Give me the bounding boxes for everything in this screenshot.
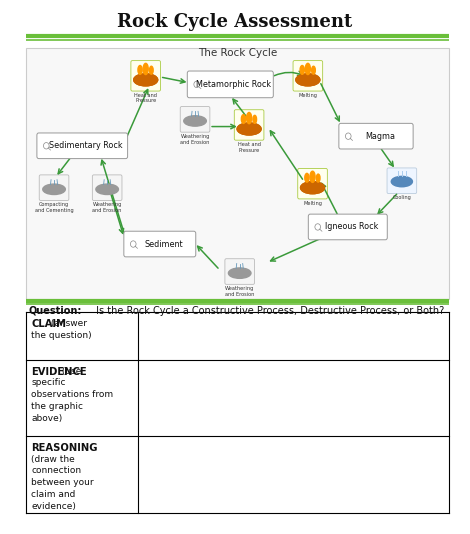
- Text: Melting: Melting: [298, 93, 317, 98]
- Text: Is the Rock Cycle a Constructive Process, Destructive Process, or Both?: Is the Rock Cycle a Constructive Process…: [93, 306, 444, 316]
- Ellipse shape: [312, 66, 315, 74]
- Text: the question): the question): [31, 331, 92, 340]
- Text: Metamorphic Rock: Metamorphic Rock: [196, 80, 272, 89]
- Ellipse shape: [184, 116, 206, 126]
- Text: (use: (use: [59, 366, 81, 375]
- Text: Igneous Rock: Igneous Rock: [325, 223, 378, 231]
- Text: claim and: claim and: [31, 490, 76, 499]
- Ellipse shape: [310, 171, 315, 183]
- FancyBboxPatch shape: [225, 259, 255, 284]
- Text: the graphic: the graphic: [31, 402, 84, 411]
- Ellipse shape: [305, 174, 309, 182]
- Text: Rock Cycle Assessment: Rock Cycle Assessment: [118, 13, 352, 32]
- Ellipse shape: [247, 113, 251, 124]
- FancyBboxPatch shape: [26, 48, 449, 299]
- Ellipse shape: [301, 182, 325, 194]
- FancyBboxPatch shape: [235, 110, 264, 140]
- Ellipse shape: [138, 66, 142, 74]
- Text: Question:: Question:: [28, 306, 82, 316]
- Text: Melting: Melting: [303, 200, 322, 206]
- FancyBboxPatch shape: [293, 60, 323, 91]
- Text: above): above): [31, 413, 63, 422]
- Text: EVIDENCE: EVIDENCE: [31, 366, 87, 376]
- Ellipse shape: [43, 184, 65, 194]
- Ellipse shape: [149, 66, 153, 74]
- Text: REASONING: REASONING: [31, 443, 98, 453]
- FancyBboxPatch shape: [92, 175, 122, 200]
- Text: Cooling: Cooling: [392, 195, 411, 200]
- Text: (draw the: (draw the: [31, 454, 75, 464]
- Text: The Rock Cycle: The Rock Cycle: [198, 49, 277, 58]
- Ellipse shape: [133, 74, 158, 86]
- Ellipse shape: [300, 66, 305, 74]
- FancyBboxPatch shape: [37, 133, 127, 159]
- Text: (answer: (answer: [48, 319, 87, 328]
- FancyBboxPatch shape: [339, 123, 413, 149]
- Text: Sedimentary Rock: Sedimentary Rock: [49, 142, 123, 150]
- FancyBboxPatch shape: [308, 214, 387, 240]
- FancyBboxPatch shape: [298, 168, 328, 199]
- Ellipse shape: [301, 182, 325, 194]
- Ellipse shape: [237, 123, 261, 135]
- Ellipse shape: [133, 74, 158, 86]
- FancyBboxPatch shape: [187, 71, 273, 98]
- Ellipse shape: [296, 74, 320, 86]
- FancyBboxPatch shape: [39, 175, 69, 200]
- Ellipse shape: [242, 115, 246, 123]
- Text: Heat and
Pressure: Heat and Pressure: [238, 142, 260, 153]
- Text: evidence): evidence): [31, 501, 76, 511]
- Ellipse shape: [316, 174, 320, 182]
- Text: Weathering
and Erosion: Weathering and Erosion: [225, 286, 254, 297]
- Ellipse shape: [253, 115, 257, 123]
- Ellipse shape: [237, 123, 261, 135]
- Text: Sediment: Sediment: [144, 240, 183, 248]
- Text: specific: specific: [31, 378, 66, 387]
- FancyBboxPatch shape: [387, 168, 417, 193]
- FancyBboxPatch shape: [131, 60, 160, 91]
- Text: connection: connection: [31, 466, 82, 475]
- Ellipse shape: [228, 268, 251, 278]
- Text: Weathering
and Erosion: Weathering and Erosion: [93, 202, 122, 213]
- Text: Heat and
Pressure: Heat and Pressure: [134, 93, 157, 104]
- Text: Weathering
and Erosion: Weathering and Erosion: [180, 134, 210, 145]
- FancyBboxPatch shape: [180, 106, 210, 132]
- Text: Compacting
and Cementing: Compacting and Cementing: [35, 202, 73, 213]
- Ellipse shape: [96, 184, 118, 194]
- Text: between your: between your: [31, 478, 94, 487]
- FancyBboxPatch shape: [124, 231, 196, 257]
- Ellipse shape: [296, 74, 320, 86]
- Ellipse shape: [306, 64, 310, 75]
- Ellipse shape: [143, 64, 148, 75]
- Text: Magma: Magma: [365, 132, 395, 140]
- Ellipse shape: [391, 176, 413, 187]
- Text: observations from: observations from: [31, 390, 114, 399]
- Text: CLAIM: CLAIM: [31, 319, 66, 329]
